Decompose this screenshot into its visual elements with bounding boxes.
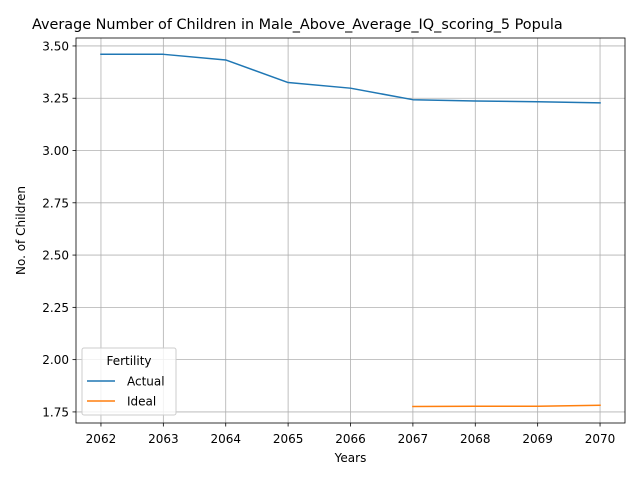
y-tick-label: 2.25 xyxy=(42,301,69,315)
x-tick-label: 2062 xyxy=(86,432,117,446)
x-tick-label: 2064 xyxy=(210,432,241,446)
x-tick-label: 2065 xyxy=(273,432,304,446)
legend-items: Actual Ideal xyxy=(87,375,165,409)
x-tick-label: 2066 xyxy=(335,432,366,446)
y-tick-label: 2.00 xyxy=(42,353,69,367)
legend-label: Ideal xyxy=(127,395,156,409)
y-axis-label: No. of Children xyxy=(14,186,28,275)
series-line-ideal xyxy=(412,404,601,408)
x-axis-label: Years xyxy=(334,451,367,465)
x-tick-label: 2070 xyxy=(585,432,616,446)
ticks: 2062 2063 2064 2065 2066 2067 2068 2069 2070 1.75… xyxy=(42,39,615,446)
y-tick-label: 3.25 xyxy=(42,92,69,106)
x-tick-label: 2067 xyxy=(398,432,429,446)
y-tick-label: 2.50 xyxy=(42,249,69,263)
legend-label: Actual xyxy=(127,375,165,389)
y-tick-label: 3.50 xyxy=(42,39,69,53)
legend-box xyxy=(81,347,177,416)
y-tick-label: 3.00 xyxy=(42,144,69,158)
x-tick-label: 2069 xyxy=(522,432,553,446)
x-tick-label: 2063 xyxy=(148,432,179,446)
legend: Fertility Actual Ideal xyxy=(81,347,177,416)
series-line-actual xyxy=(100,53,601,104)
y-tick-label: 1.75 xyxy=(42,405,69,419)
legend-title: Fertility xyxy=(106,354,151,368)
chart-title: Average Number of Children in Male_Above… xyxy=(32,17,563,33)
x-tick-label: 2068 xyxy=(460,432,491,446)
y-tick-label: 2.75 xyxy=(42,196,69,210)
series-lines xyxy=(100,53,601,408)
